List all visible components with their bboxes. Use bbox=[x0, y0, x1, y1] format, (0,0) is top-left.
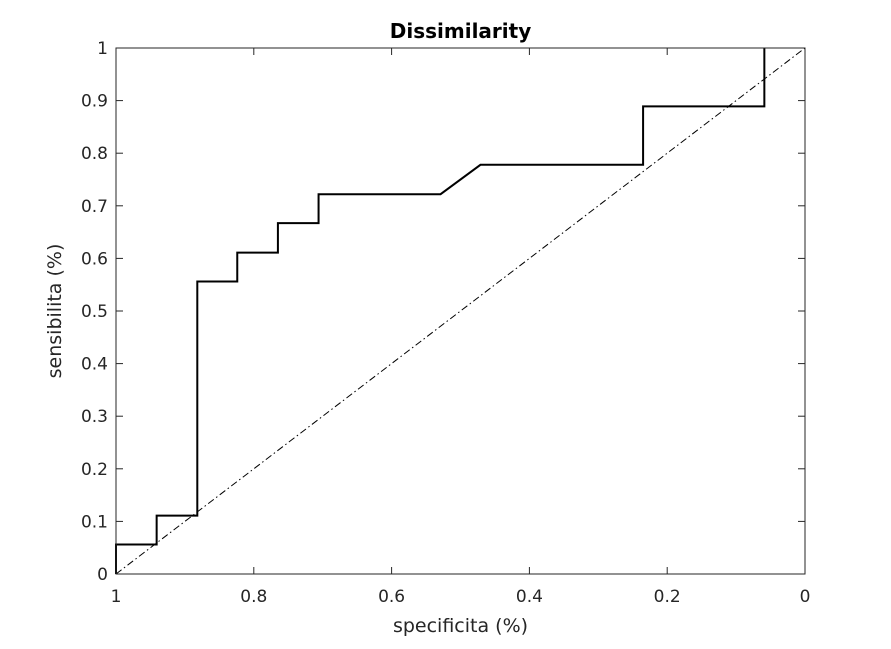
y-tick-label: 0.5 bbox=[81, 302, 108, 322]
x-tick-label: 0.4 bbox=[516, 587, 543, 607]
plot-area bbox=[116, 48, 805, 574]
y-tick-label: 1 bbox=[97, 39, 108, 59]
y-axis-label: sensibilita (%) bbox=[44, 244, 66, 379]
x-axis-label: specificita (%) bbox=[393, 615, 528, 637]
y-tick-label: 0.2 bbox=[81, 460, 108, 480]
chart-title: Dissimilarity bbox=[390, 19, 531, 43]
y-tick-label: 0.9 bbox=[81, 92, 108, 112]
y-tick-label: 0.7 bbox=[81, 197, 108, 217]
x-ticks: 1 0.8 0.6 0.4 0.2 0 bbox=[111, 48, 811, 607]
x-tick-label: 0 bbox=[800, 587, 811, 607]
y-ticks: 0 0.1 0.2 0.3 0.4 0.5 0.6 0.7 0.8 0.9 1 bbox=[81, 39, 805, 585]
series-layer bbox=[115, 47, 806, 575]
plot-frame bbox=[115, 47, 806, 575]
roc-curve-line bbox=[115, 48, 766, 574]
y-tick-label: 0.3 bbox=[81, 407, 108, 427]
y-tick-label: 0.4 bbox=[81, 355, 108, 375]
x-tick-label: 0.6 bbox=[378, 587, 405, 607]
y-tick-label: 0 bbox=[97, 565, 108, 585]
y-tick-label: 0.6 bbox=[81, 249, 108, 269]
x-tick-label: 0.8 bbox=[240, 587, 267, 607]
x-tick-label: 0.2 bbox=[654, 587, 681, 607]
y-tick-label: 0.8 bbox=[81, 144, 108, 164]
y-tick-label: 0.1 bbox=[81, 512, 108, 532]
x-tick-label: 1 bbox=[111, 587, 122, 607]
